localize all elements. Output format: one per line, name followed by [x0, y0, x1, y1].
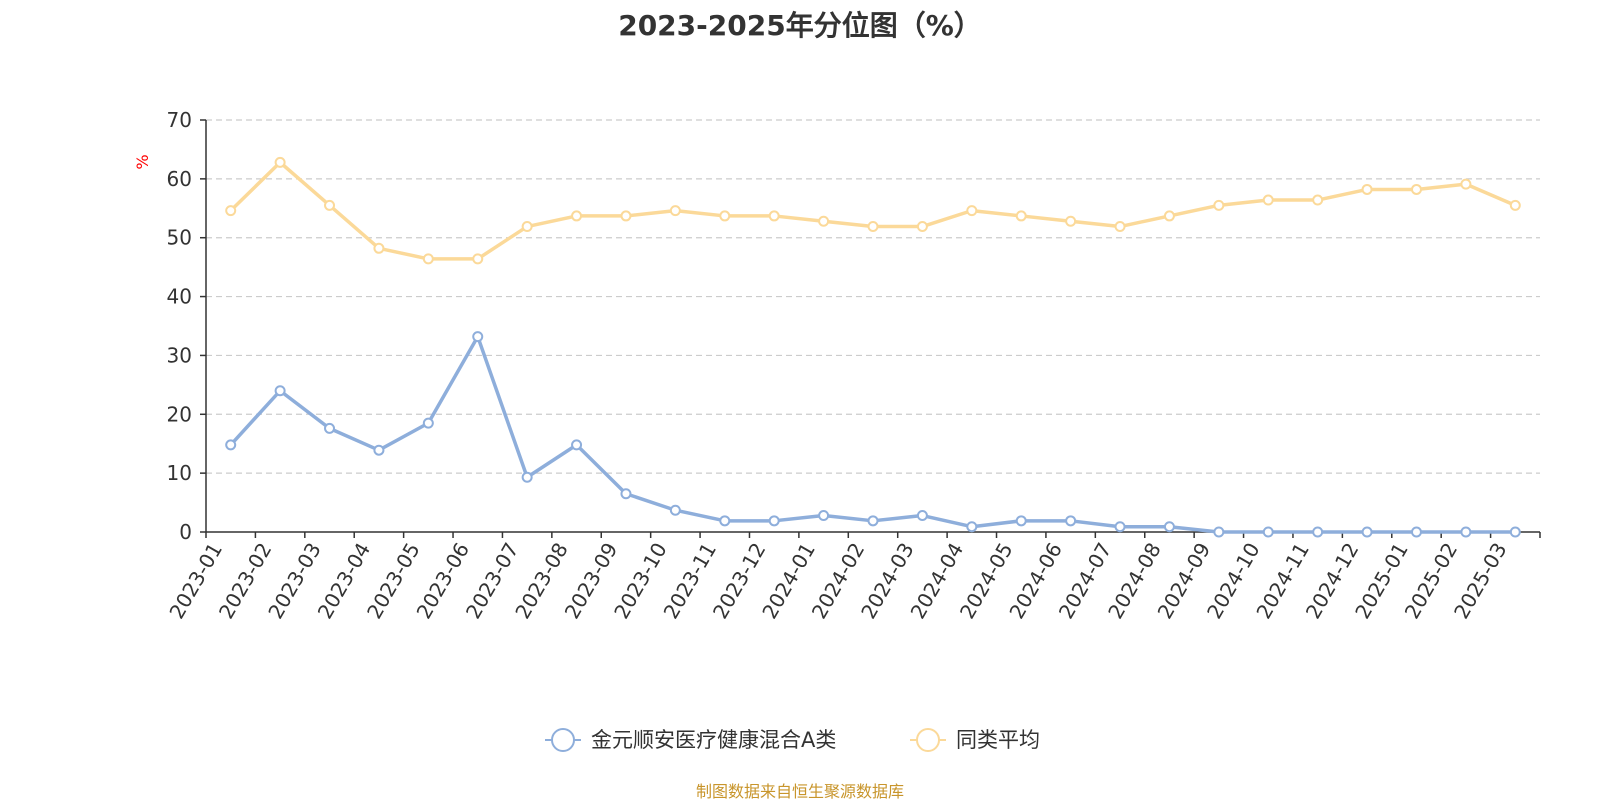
data-source-note: 制图数据来自恒生聚源数据库	[695, 782, 904, 801]
data-point	[1460, 178, 1472, 190]
data-point	[669, 205, 681, 217]
data-point	[274, 156, 286, 168]
data-point	[916, 221, 928, 233]
data-point	[1361, 526, 1373, 538]
y-tick-label: 50	[167, 226, 192, 250]
series-lines	[225, 156, 1521, 538]
data-point	[1213, 199, 1225, 211]
data-point	[1410, 526, 1422, 538]
data-point	[1460, 526, 1472, 538]
data-point	[1065, 215, 1077, 227]
data-point	[719, 515, 731, 527]
y-tick-label: 0	[179, 520, 192, 544]
data-point	[1015, 210, 1027, 222]
data-point	[719, 210, 731, 222]
y-tick-label: 40	[167, 285, 192, 309]
data-point	[818, 510, 830, 522]
data-point	[521, 221, 533, 233]
series-1	[225, 331, 1521, 538]
data-point	[1509, 199, 1521, 211]
data-point	[1065, 515, 1077, 527]
data-point	[966, 521, 978, 533]
chart-title: 2023-2025年分位图（%）	[618, 9, 982, 42]
data-point	[1361, 183, 1373, 195]
data-point	[1410, 183, 1422, 195]
data-point	[571, 439, 583, 451]
series-line	[229, 334, 1516, 534]
data-point	[373, 444, 385, 456]
data-point	[1015, 515, 1027, 527]
data-point	[1262, 194, 1274, 206]
y-tick-label: 30	[167, 343, 192, 367]
legend-item-2[interactable]: 同类平均	[910, 728, 1040, 752]
data-point	[1509, 526, 1521, 538]
legend-item-1[interactable]: 金元顺安医疗健康混合A类	[545, 728, 836, 752]
data-point	[1312, 194, 1324, 206]
axes: 010203040506070%2023-012023-022023-03202…	[133, 108, 1541, 623]
y-tick-label: 60	[167, 167, 192, 191]
data-point	[274, 385, 286, 397]
data-point	[422, 417, 434, 429]
legend[interactable]: 金元顺安医疗健康混合A类 同类平均	[545, 728, 1040, 752]
data-point	[966, 205, 978, 217]
data-point	[521, 471, 533, 483]
data-point	[422, 253, 434, 265]
data-point	[1262, 526, 1274, 538]
data-point	[916, 510, 928, 522]
series-line	[229, 160, 1516, 261]
data-point	[225, 439, 237, 451]
y-axis-unit-label: %	[133, 154, 152, 169]
legend-label: 金元顺安医疗健康混合A类	[591, 728, 836, 752]
legend-label: 同类平均	[956, 728, 1040, 752]
data-point	[1114, 221, 1126, 233]
legend-circle-icon	[916, 728, 940, 752]
data-point	[818, 215, 830, 227]
data-point	[571, 210, 583, 222]
data-point	[1114, 521, 1126, 533]
data-point	[768, 210, 780, 222]
y-tick-label: 20	[167, 402, 192, 426]
data-point	[1312, 526, 1324, 538]
grid-lines	[206, 119, 1540, 474]
data-point	[373, 242, 385, 254]
data-point	[620, 210, 632, 222]
series-2	[225, 156, 1521, 265]
data-point	[472, 331, 484, 343]
data-point	[225, 205, 237, 217]
data-point	[669, 504, 681, 516]
data-point	[1163, 210, 1175, 222]
data-point	[867, 515, 879, 527]
data-point	[620, 488, 632, 500]
data-point	[768, 515, 780, 527]
legend-circle-icon	[551, 728, 575, 752]
y-tick-label: 70	[167, 108, 192, 132]
y-tick-label: 10	[167, 461, 192, 485]
data-point	[472, 253, 484, 265]
data-point	[324, 422, 336, 434]
data-point	[1213, 526, 1225, 538]
data-point	[324, 199, 336, 211]
data-point	[867, 221, 879, 233]
data-point	[1163, 521, 1175, 533]
